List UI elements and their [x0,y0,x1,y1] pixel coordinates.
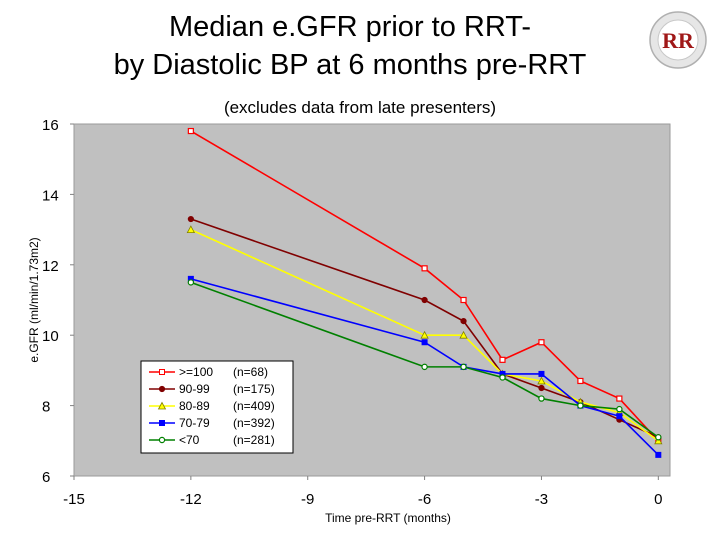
x-tick-label: -3 [535,491,548,508]
legend-item: 90-99 (n=175) [149,382,275,396]
data-point [655,451,662,458]
data-point [499,356,506,363]
data-point [616,413,623,420]
chart-title-line-2: by Diastolic BP at 6 months pre-RRT [113,49,587,81]
y-tick-label: 10 [42,328,59,345]
legend-label: 90-99 [179,382,210,396]
axes: 6 8 10 12 14 16 -15 -12 -9 -6 -3 0 [42,117,662,508]
chart-title: Median e.GFR prior to RRT- by Diastolic … [60,8,640,84]
data-point [654,436,663,445]
legend-label: 70-79 [179,416,210,430]
legend-label: >=100 [179,365,213,379]
data-point [616,405,623,413]
legend-marker [158,368,166,376]
data-point [187,127,194,135]
y-tick-label: 16 [42,117,59,134]
data-point [655,434,662,441]
data-point [420,330,429,339]
chart-subtitle: (excludes data from late presenters) [223,98,497,117]
legend-count: (n=409) [233,399,275,413]
data-point [460,363,467,371]
legend-item: >=100 (n=68) [149,365,268,379]
series-line [190,218,659,439]
legend-count: (n=392) [233,416,275,430]
legend-label: 80-89 [179,399,210,413]
x-tick-label: -9 [301,491,314,508]
legend-item: 80-89 (n=409) [149,399,275,413]
data-point [538,395,545,402]
legend-item: 70-79 (n=392) [149,416,275,430]
chart-title-line-1: Median e.GFR prior to RRT- [168,11,532,43]
data-point [421,363,428,371]
data-point [616,395,623,402]
data-point [538,339,545,346]
legend-marker [157,401,167,410]
data-point [460,296,467,304]
series-line [190,228,659,442]
legend-item: <70 (n=281) [149,433,275,447]
series-line [190,278,659,456]
data-point [187,279,195,286]
data-point [186,225,196,234]
data-point [187,215,194,223]
x-tick-label: -12 [180,491,202,508]
y-tick-label: 6 [42,469,50,486]
x-tick-label: -15 [63,491,85,508]
legend-marker [158,436,166,444]
y-tick-label: 12 [42,258,59,275]
y-tick-label: 14 [42,187,59,204]
data-point [538,370,545,377]
data-point [421,339,428,346]
y-tick-label: 8 [42,399,50,416]
legend-count: (n=68) [233,365,268,379]
renal-registry-logo: RR [649,11,707,69]
legend-marker [158,385,166,393]
x-tick-label: 0 [654,491,662,508]
data-point [538,384,545,392]
logo-text: RR [662,28,695,53]
legend-count: (n=281) [233,433,275,447]
legend-box [140,360,294,454]
y-axis-label: e.GFR (ml/min/1.73m2) [27,237,41,362]
legend-label: <70 [179,433,200,447]
series-layer [186,127,663,458]
series-5 [187,279,662,441]
data-point [577,377,584,385]
data-point [537,376,546,385]
legend: >=100 (n=68) 90-99 (n=175) 80-89 (n=409) 70-79… [140,360,294,454]
data-point [499,374,506,381]
x-tick-label: -6 [418,491,431,508]
data-point [421,296,428,304]
legend-marker [159,420,165,426]
data-point [459,330,468,339]
series-line [190,281,659,438]
legend-count: (n=175) [233,382,275,396]
series-line [190,130,659,442]
data-point [421,265,428,272]
data-point [577,402,584,409]
data-point [460,318,467,325]
x-axis-label: Time pre-RRT (months) [325,511,451,525]
